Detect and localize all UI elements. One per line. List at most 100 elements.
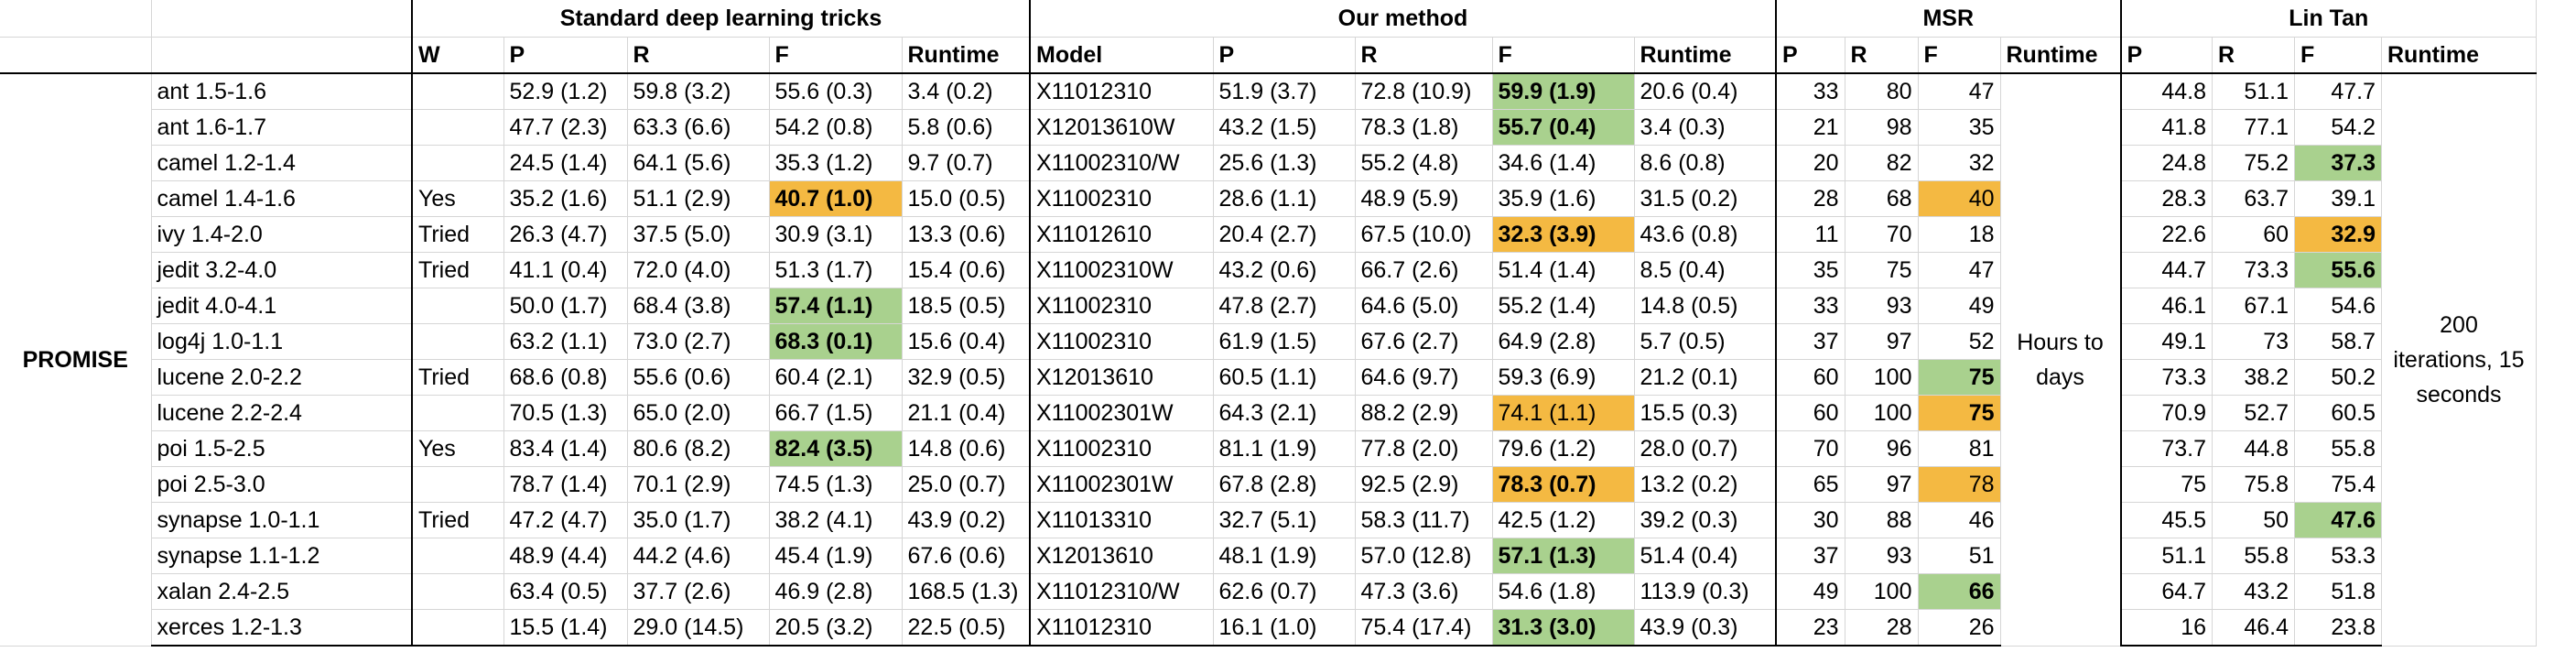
our-model: X11002310: [1030, 323, 1214, 360]
our-r: 72.8 (10.9): [1355, 73, 1493, 110]
msr-p: 60: [1776, 359, 1845, 396]
msr-r: 96: [1845, 430, 1919, 467]
msr-f: 81: [1918, 430, 2001, 467]
lintan-runtime: 200 iterations, 15 seconds: [2393, 311, 2525, 408]
lintan-r: 51.1: [2212, 73, 2295, 110]
lintan-r: 73: [2212, 323, 2295, 360]
project-name: xalan 2.4-2.5: [151, 573, 413, 610]
msr-r: 100: [1845, 359, 1919, 396]
col-header: F: [2294, 37, 2382, 74]
msr-p: 33: [1776, 73, 1845, 110]
std-p: 83.4 (1.4): [503, 430, 628, 467]
our-f: 78.3 (0.7): [1492, 466, 1635, 503]
std-f: 82.4 (3.5): [769, 430, 903, 467]
w-cell: Tried: [412, 216, 504, 253]
lintan-p: 44.7: [2120, 252, 2213, 288]
msr-p: 49: [1776, 573, 1845, 610]
msr-f: 18: [1918, 216, 2001, 253]
std-f: 51.3 (1.7): [769, 252, 903, 288]
std-runtime: 21.1 (0.4): [902, 395, 1031, 431]
project-name: xerces 1.2-1.3: [151, 609, 413, 647]
std-p: 68.6 (0.8): [503, 359, 628, 396]
our-f: 31.3 (3.0): [1492, 609, 1635, 647]
lintan-p: 24.8: [2120, 145, 2213, 181]
our-f: 55.7 (0.4): [1492, 109, 1635, 146]
msr-f: 32: [1918, 145, 2001, 181]
group-header-row: Standard deep learning tricks Our method…: [0, 0, 2537, 38]
our-p: 61.9 (1.5): [1213, 323, 1356, 360]
lintan-r: 44.8: [2212, 430, 2295, 467]
msr-f: 75: [1918, 359, 2001, 396]
lintan-r: 73.3: [2212, 252, 2295, 288]
lintan-p: 16: [2120, 609, 2213, 647]
our-p: 16.1 (1.0): [1213, 609, 1356, 647]
lintan-r: 67.1: [2212, 288, 2295, 324]
w-cell: [412, 288, 504, 324]
our-model: X11012610: [1030, 216, 1214, 253]
w-cell: [412, 538, 504, 574]
our-runtime: 113.9 (0.3): [1634, 573, 1777, 610]
our-model: X12013610W: [1030, 109, 1214, 146]
col-header: Runtime: [2381, 37, 2537, 74]
our-r: 66.7 (2.6): [1355, 252, 1493, 288]
std-r: 80.6 (8.2): [627, 430, 770, 467]
lintan-f: 50.2: [2294, 359, 2382, 396]
col-header: F: [1918, 37, 2001, 74]
lintan-r: 52.7: [2212, 395, 2295, 431]
our-f: 57.1 (1.3): [1492, 538, 1635, 574]
lintan-p: 41.8: [2120, 109, 2213, 146]
lintan-p: 46.1: [2120, 288, 2213, 324]
std-f: 40.7 (1.0): [769, 180, 903, 217]
w-cell: [412, 73, 504, 110]
lintan-f: 55.6: [2294, 252, 2382, 288]
our-model: X12013610: [1030, 359, 1214, 396]
project-name: jedit 4.0-4.1: [151, 288, 413, 324]
msr-f: 66: [1918, 573, 2001, 610]
project-name: synapse 1.0-1.1: [151, 502, 413, 538]
lintan-p: 64.7: [2120, 573, 2213, 610]
msr-f: 40: [1918, 180, 2001, 217]
w-cell: Tried: [412, 252, 504, 288]
msr-p: 70: [1776, 430, 1845, 467]
project-name: ant 1.5-1.6: [151, 73, 413, 110]
msr-p: 20: [1776, 145, 1845, 181]
our-p: 51.9 (3.7): [1213, 73, 1356, 110]
our-runtime: 8.5 (0.4): [1634, 252, 1777, 288]
our-r: 55.2 (4.8): [1355, 145, 1493, 181]
std-f: 46.9 (2.8): [769, 573, 903, 610]
std-runtime: 9.7 (0.7): [902, 145, 1031, 181]
col-header: W: [412, 37, 504, 74]
our-r: 77.8 (2.0): [1355, 430, 1493, 467]
table-row: xerces 1.2-1.3 15.5 (1.4) 29.0 (14.5) 20.5 …: [0, 609, 2537, 647]
our-p: 20.4 (2.7): [1213, 216, 1356, 253]
project-name: ivy 1.4-2.0: [151, 216, 413, 253]
lintan-f: 32.9: [2294, 216, 2382, 253]
our-runtime: 20.6 (0.4): [1634, 73, 1777, 110]
our-runtime: 43.9 (0.3): [1634, 609, 1777, 647]
our-r: 64.6 (9.7): [1355, 359, 1493, 396]
std-f: 35.3 (1.2): [769, 145, 903, 181]
table-row: synapse 1.0-1.1 Tried 47.2 (4.7) 35.0 (1.7)…: [0, 502, 2537, 538]
our-p: 81.1 (1.9): [1213, 430, 1356, 467]
our-f: 74.1 (1.1): [1492, 395, 1635, 431]
our-f: 32.3 (3.9): [1492, 216, 1635, 253]
our-f: 59.9 (1.9): [1492, 73, 1635, 110]
our-r: 57.0 (12.8): [1355, 538, 1493, 574]
lintan-f: 54.2: [2294, 109, 2382, 146]
table-row: synapse 1.1-1.2 48.9 (4.4) 44.2 (4.6) 45.4 …: [0, 538, 2537, 574]
std-p: 78.7 (1.4): [503, 466, 628, 503]
table-row: log4j 1.0-1.1 63.2 (1.1) 73.0 (2.7) 68.3 (0…: [0, 323, 2537, 360]
lintan-f: 58.7: [2294, 323, 2382, 360]
lintan-r: 50: [2212, 502, 2295, 538]
our-p: 62.6 (0.7): [1213, 573, 1356, 610]
std-p: 48.9 (4.4): [503, 538, 628, 574]
project-name: camel 1.2-1.4: [151, 145, 413, 181]
group-ours: Our method: [1030, 0, 1777, 38]
std-runtime: 5.8 (0.6): [902, 109, 1031, 146]
msr-r: 93: [1845, 288, 1919, 324]
col-header: R: [1355, 37, 1493, 74]
msr-runtime-cell: Hours to days: [2000, 73, 2122, 647]
table-row: lucene 2.0-2.2 Tried 68.6 (0.8) 55.6 (0.6) 6…: [0, 359, 2537, 396]
lintan-r: 75.2: [2212, 145, 2295, 181]
our-runtime: 8.6 (0.8): [1634, 145, 1777, 181]
